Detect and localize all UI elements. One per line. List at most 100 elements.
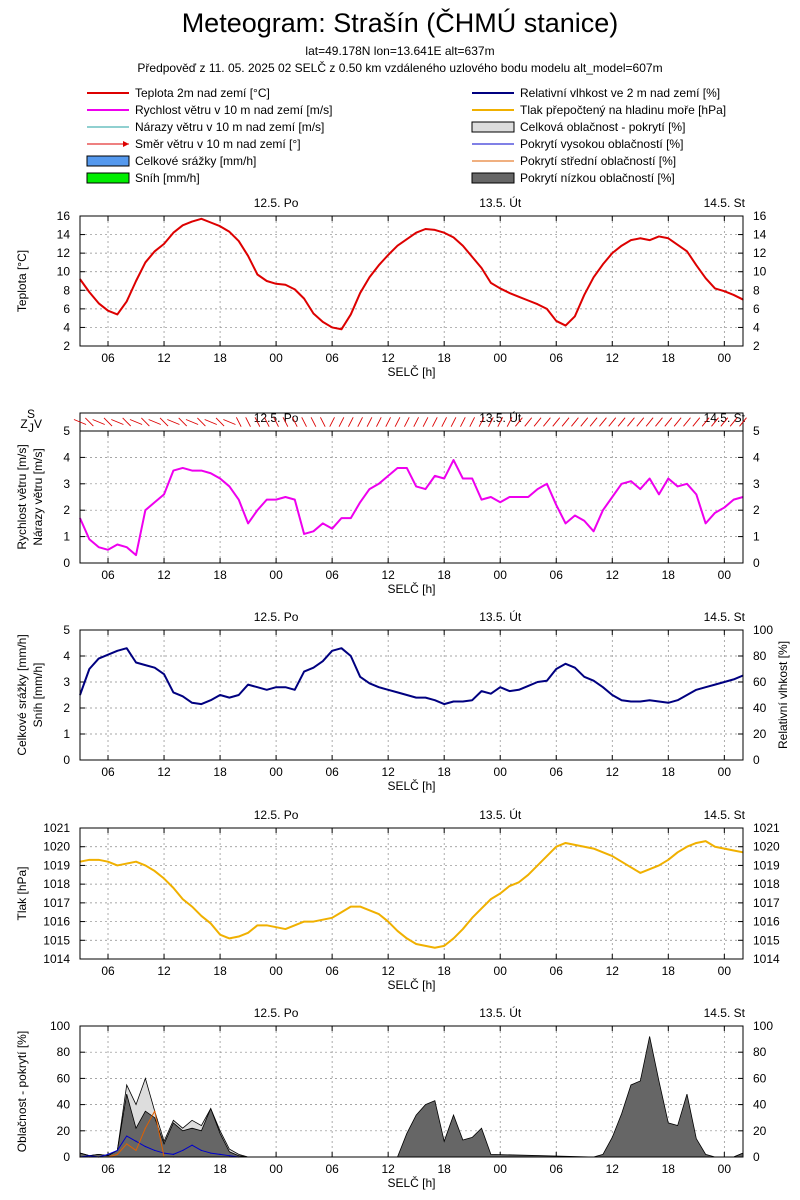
legend-label-left-4: Celkové srážky [mm/h]	[135, 154, 256, 168]
x-tick-label: 06	[101, 351, 115, 365]
wind-arrow	[254, 417, 261, 427]
data-point	[88, 538, 90, 540]
y-axis-label: Oblačnost - pokrytí [%]	[15, 1031, 29, 1152]
x-tick-label: 12	[157, 765, 171, 779]
data-point	[275, 499, 277, 501]
data-point	[107, 654, 109, 656]
data-point	[322, 919, 324, 921]
x-tick-label: 12	[157, 1162, 171, 1176]
data-point	[536, 681, 539, 683]
data-point	[714, 846, 716, 848]
x-tick-label: 06	[325, 351, 339, 365]
series-line-0	[79, 217, 744, 331]
data-point	[424, 488, 427, 490]
wind-arrow	[561, 417, 570, 427]
data-point	[443, 477, 445, 480]
data-point	[462, 477, 464, 480]
y-tick-label-right: 40	[753, 1098, 767, 1112]
data-point	[723, 506, 725, 509]
data-point	[228, 697, 231, 699]
day-label: 14.5. St	[704, 808, 746, 822]
data-point	[527, 496, 529, 498]
wind-arrow	[515, 417, 523, 427]
data-point	[350, 517, 352, 519]
data-point	[677, 851, 679, 853]
data-point	[480, 499, 483, 501]
y-tick-label: 20	[57, 1124, 71, 1138]
wind-arrow	[524, 417, 533, 427]
data-point	[126, 300, 128, 303]
panel-wind: 06 12 18 00 06 12 18 00 06 12 18 000 01 12 23 34 45 512.5…	[15, 407, 760, 596]
data-point	[88, 668, 90, 670]
wind-arrow	[394, 417, 401, 427]
y-tick-label-right: 40	[753, 701, 767, 715]
data-point	[238, 499, 240, 501]
data-point	[630, 239, 632, 241]
data-point	[630, 866, 632, 868]
x-tick-label: 18	[662, 1162, 676, 1176]
data-point	[424, 945, 427, 947]
data-point	[116, 650, 118, 652]
data-point	[331, 650, 333, 652]
data-point	[88, 291, 90, 293]
data-point	[387, 920, 389, 923]
data-point	[527, 299, 529, 302]
data-point	[555, 320, 557, 322]
data-point	[592, 530, 595, 532]
wind-arrow	[404, 417, 410, 427]
data-point	[247, 684, 249, 686]
x-tick-label: 12	[606, 964, 620, 978]
data-point	[294, 288, 296, 290]
forecast-info: Předpověď z 11. 05. 2025 02 SELČ z 0.50 …	[137, 61, 663, 75]
wind-dir-legend-s: S	[27, 407, 35, 421]
data-point	[639, 700, 641, 703]
data-point	[621, 861, 623, 863]
data-point	[154, 250, 156, 252]
wind-arrow	[129, 419, 143, 425]
data-point	[135, 1149, 137, 1152]
data-point	[714, 684, 716, 686]
legend-label-right-5: Pokrytí nízkou oblačností [%]	[520, 171, 675, 185]
data-point	[452, 700, 455, 703]
data-point	[733, 849, 735, 852]
wind-arrow	[739, 417, 747, 427]
data-point	[378, 483, 380, 485]
data-point	[714, 287, 716, 290]
data-point	[583, 294, 585, 296]
series-line-2	[79, 1135, 239, 1158]
data-point	[144, 1127, 146, 1129]
data-point	[228, 485, 231, 488]
y-tick-label: 8	[63, 283, 70, 297]
station-coordinates: lat=49.178N lon=13.641E alt=637m	[305, 44, 495, 58]
day-label: 14.5. St	[704, 1006, 746, 1020]
data-point	[508, 690, 511, 692]
data-point	[126, 862, 128, 865]
data-point	[200, 915, 202, 917]
data-point	[658, 864, 660, 867]
wind-arrow	[488, 417, 494, 427]
data-point	[284, 284, 287, 286]
panel-frame	[79, 430, 744, 564]
data-point	[396, 691, 399, 694]
data-point	[621, 483, 623, 485]
data-point	[705, 840, 707, 842]
data-point	[378, 686, 380, 688]
data-point	[471, 699, 473, 701]
panel-frame	[79, 215, 744, 347]
y-tick-label-right: 12	[753, 246, 767, 260]
data-point	[406, 937, 408, 940]
wind-arrow	[167, 419, 180, 425]
x-tick-label: 18	[213, 351, 227, 365]
data-point	[564, 663, 567, 665]
wind-direction-strip	[79, 412, 744, 432]
wind-arrow	[111, 419, 124, 425]
data-point	[649, 868, 651, 870]
wind-arrow	[683, 417, 691, 427]
data-point	[154, 870, 156, 872]
wind-arrow	[159, 417, 169, 427]
data-point	[350, 313, 352, 316]
data-point	[564, 324, 567, 327]
x-tick-label: 00	[494, 351, 508, 365]
day-label: 12.5. Po	[254, 411, 299, 425]
